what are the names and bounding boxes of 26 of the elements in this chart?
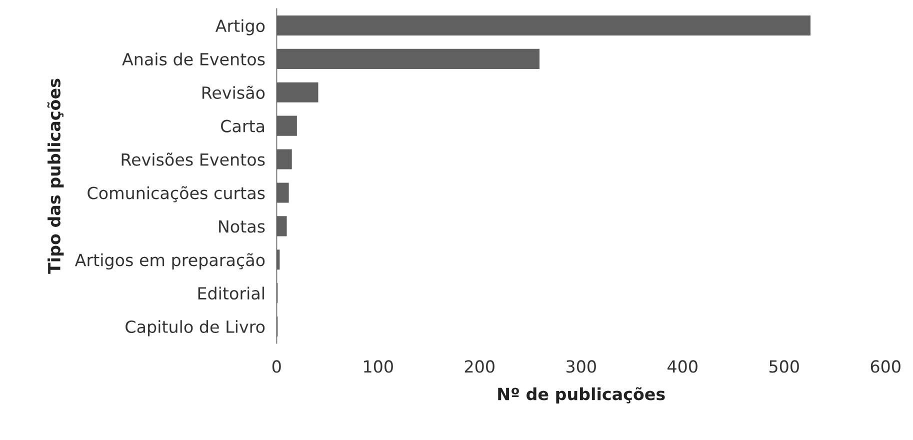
x-tick-label: 400: [668, 360, 698, 373]
y-tick-label: Capitulo de Livro: [126, 320, 265, 336]
y-tick-label: Artigos em preparação: [74, 253, 265, 270]
bar: [276, 48, 540, 69]
y-axis-title: Tipo das publicações: [47, 78, 64, 274]
y-tick-label: Anais de Eventos: [122, 52, 265, 66]
y-tick-label: Editorial: [198, 286, 264, 300]
y-tick-label: Artigo: [215, 19, 265, 36]
x-axis-title: Nº de publicações: [498, 387, 665, 404]
x-tick-label: 200: [464, 360, 494, 373]
x-tick-label: 600: [870, 360, 900, 373]
y-tick-label: Carta: [221, 120, 264, 132]
y-tick-label: Notas: [219, 220, 265, 233]
bar: [276, 149, 292, 170]
bar: [276, 182, 289, 203]
x-tick-label: 500: [769, 360, 799, 373]
y-tick-label: Revisão: [202, 86, 265, 99]
bar: [276, 216, 287, 236]
y-tick-label: Revisões Eventos: [122, 152, 265, 166]
x-tick-label: 0: [272, 360, 281, 373]
bar: [276, 82, 318, 102]
bar: [276, 116, 297, 136]
x-tick-label: 300: [566, 360, 596, 373]
bar: [276, 15, 811, 36]
y-tick-label: Comunicações curtas: [88, 186, 265, 202]
x-tick-label: 100: [364, 360, 393, 373]
